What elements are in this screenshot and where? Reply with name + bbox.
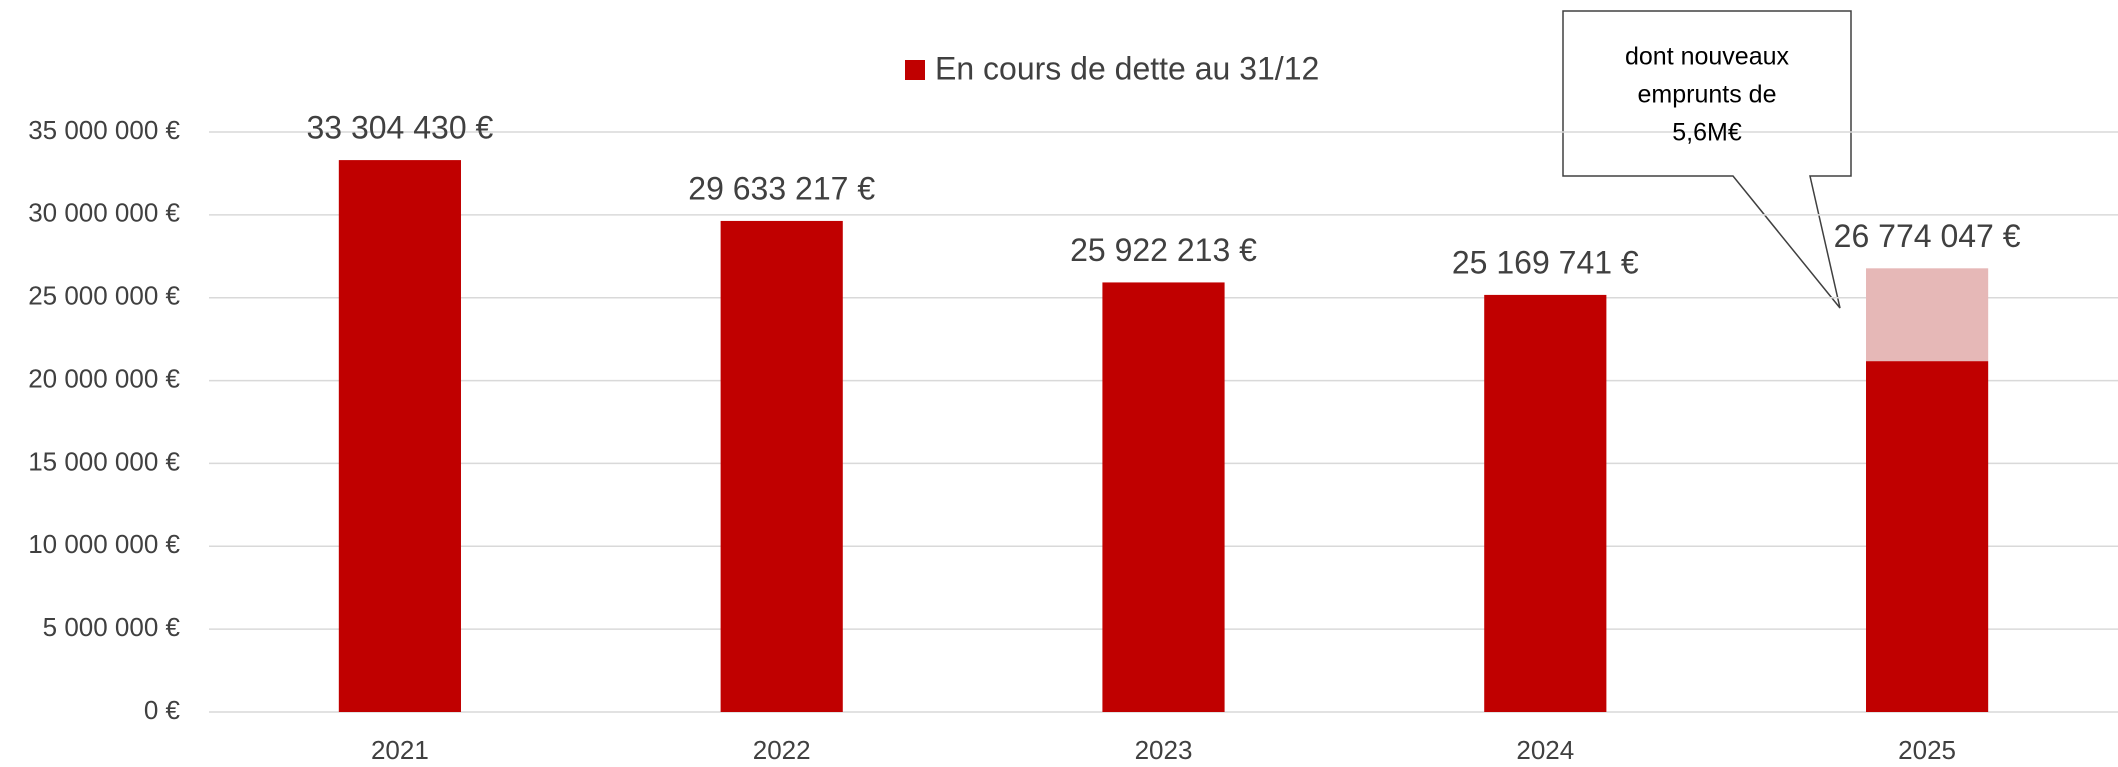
bar [338,160,461,712]
data-label: 29 633 217 € [688,170,875,206]
annotation-text: dont nouveaux [1625,43,1790,71]
y-tick-label: 15 000 000 € [28,446,180,476]
x-tick-label: 2022 [753,735,811,765]
annotation-text: emprunts de [1638,81,1777,109]
data-label: 33 304 430 € [306,110,493,146]
legend-swatch [905,60,925,80]
x-tick-label: 2024 [1516,735,1574,765]
x-tick-label: 2025 [1898,735,1956,765]
y-tick-label: 35 000 000 € [28,115,180,145]
data-label: 25 922 213 € [1070,232,1257,268]
bar [1102,282,1225,712]
bar [1866,361,1989,712]
y-tick-label: 30 000 000 € [28,198,180,228]
y-tick-label: 0 € [144,695,181,725]
x-tick-label: 2021 [371,735,429,765]
data-label: 25 169 741 € [1452,244,1639,280]
legend-label: En cours de dette au 31/12 [935,50,1319,86]
x-tick-label: 2023 [1135,735,1193,765]
bar [720,220,843,713]
y-tick-label: 20 000 000 € [28,363,180,393]
y-tick-label: 10 000 000 € [28,529,180,559]
y-tick-label: 25 000 000 € [28,281,180,311]
bar [1484,294,1607,712]
annotation-text: 5,6M€ [1672,119,1742,147]
y-tick-label: 5 000 000 € [43,612,181,642]
callout [1562,10,1852,309]
data-label: 26 774 047 € [1834,218,2021,254]
bar [1866,268,1989,362]
